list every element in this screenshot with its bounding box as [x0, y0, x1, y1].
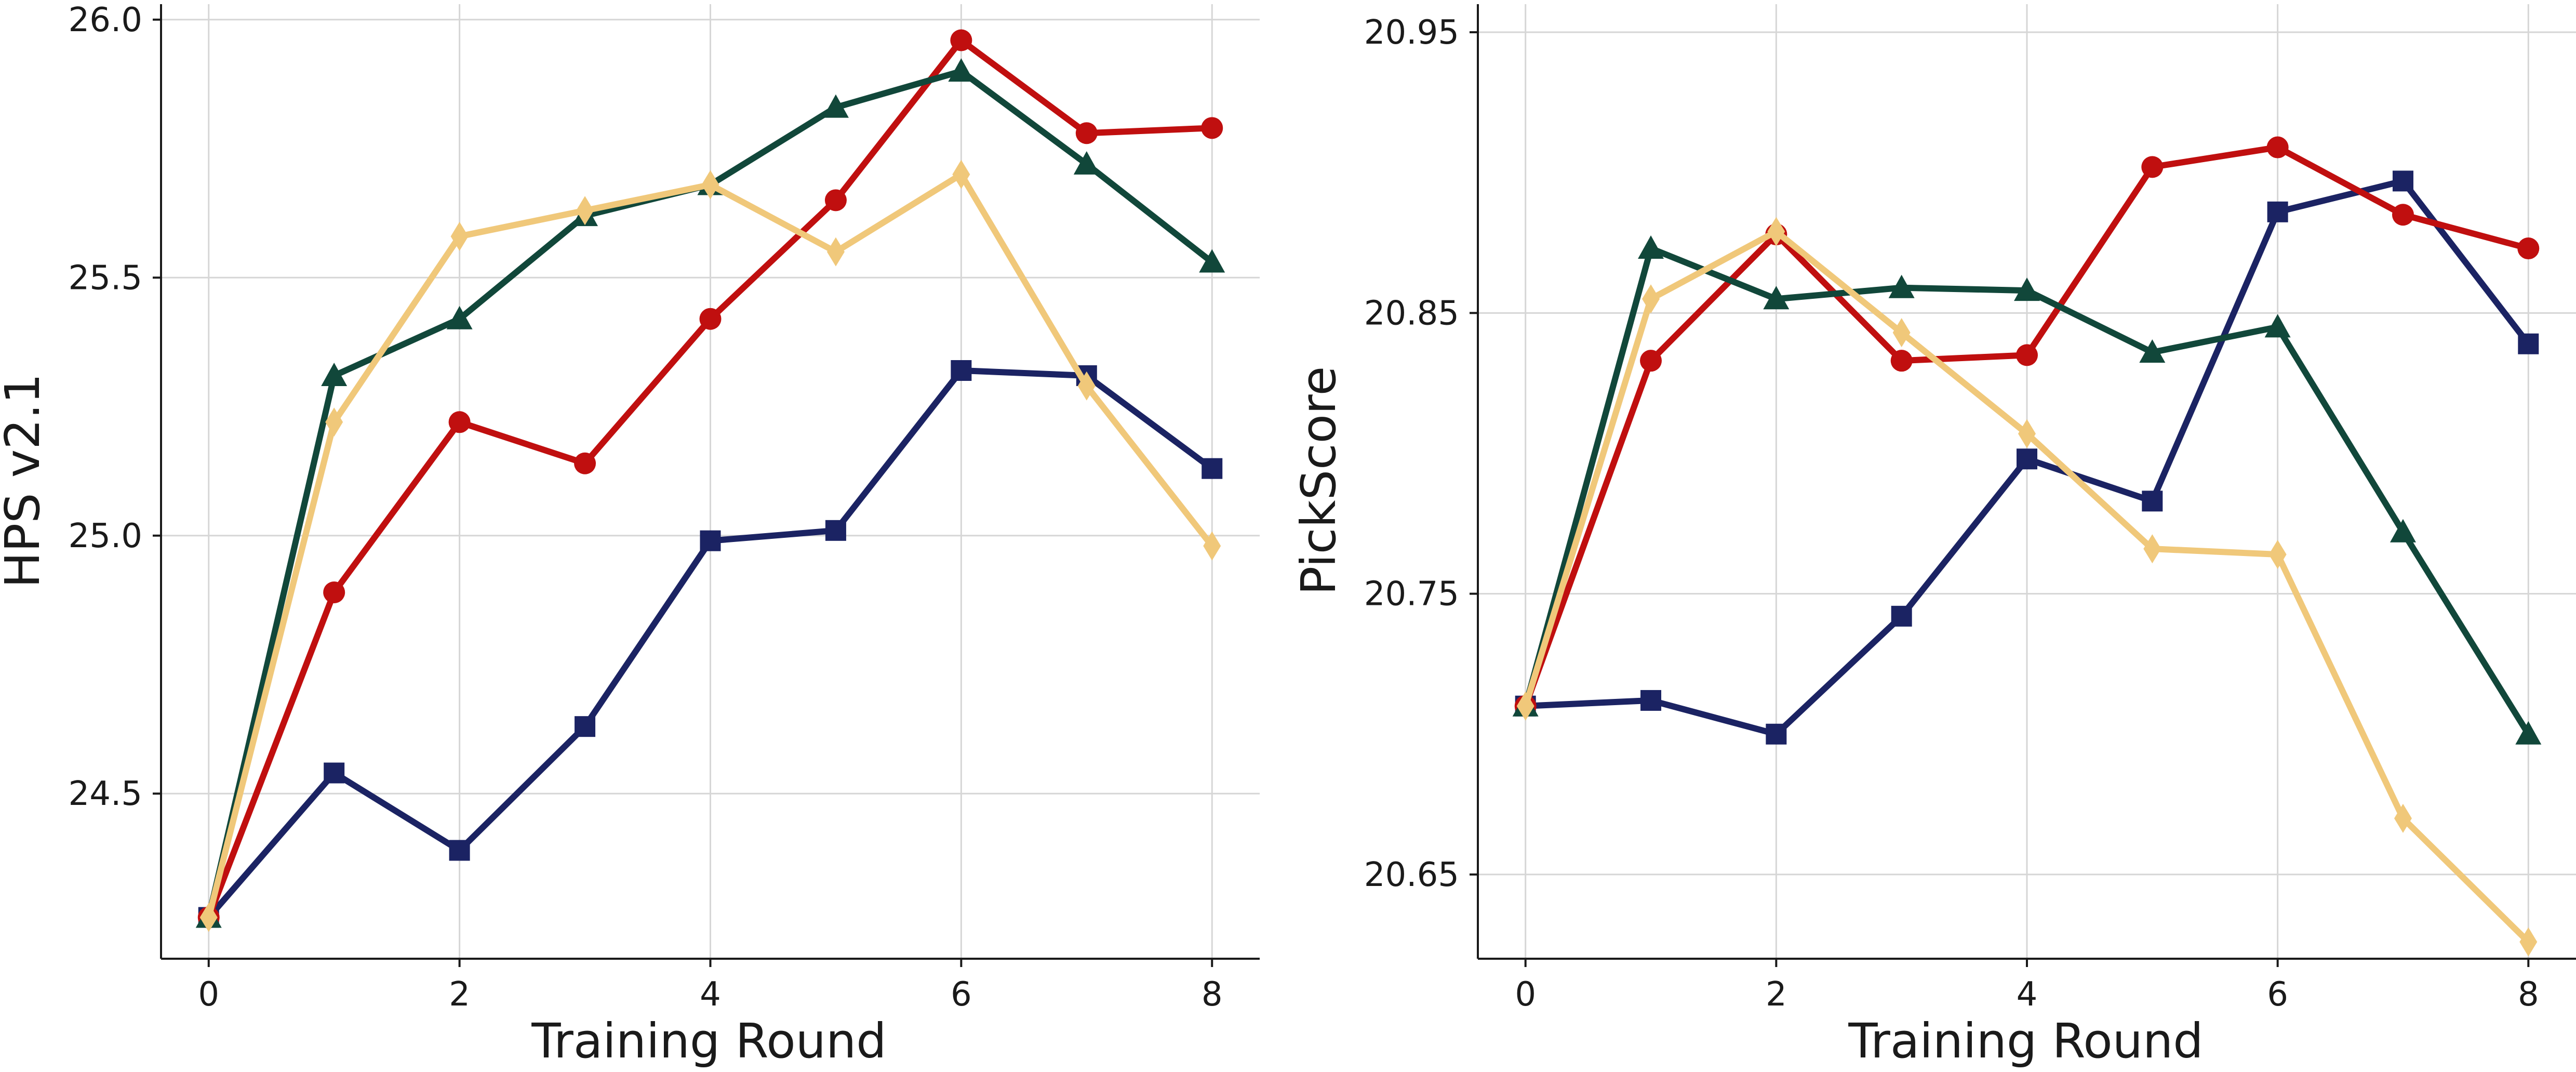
left-point-red-circle — [1075, 122, 1098, 144]
left-point-red-circle — [824, 189, 847, 211]
left-point-gold-diamond — [701, 170, 719, 200]
right-point-gold-diamond — [2018, 419, 2036, 448]
right-x-tick-label: 6 — [2267, 975, 2288, 1014]
right-point-red-circle — [2141, 156, 2164, 178]
left-point-navy-square — [449, 840, 470, 861]
right-y-tick-label: 20.65 — [1364, 856, 1459, 894]
right-point-navy-square — [2017, 448, 2037, 470]
left-point-green-triangle — [1199, 249, 1225, 273]
left-y-tick-label: 26.0 — [69, 1, 143, 39]
right-point-red-circle — [2266, 136, 2289, 158]
right-point-gold-diamond — [1516, 691, 1534, 721]
left-point-green-triangle — [822, 94, 849, 118]
right-point-gold-diamond — [1892, 318, 1911, 348]
left-x-tick-label: 6 — [951, 975, 972, 1014]
left-point-gold-diamond — [952, 160, 970, 189]
left-y-tick-label: 25.0 — [69, 517, 143, 555]
right-point-green-triangle — [2264, 314, 2291, 338]
right-point-red-circle — [1890, 350, 1913, 372]
right-x-tick-label: 8 — [2518, 975, 2539, 1014]
left-point-gold-diamond — [1077, 371, 1096, 401]
left-x-tick-label: 2 — [449, 975, 470, 1014]
right-point-gold-diamond — [1642, 284, 1660, 314]
left-ticks: 0 2 4 6 8 24.5 25.0 25.5 26.0 — [69, 1, 1223, 1014]
left-point-green-triangle — [446, 306, 473, 329]
left-point-red-circle — [448, 411, 471, 433]
left-point-gold-diamond — [199, 903, 218, 932]
right-point-gold-diamond — [2268, 539, 2287, 569]
left-point-navy-square — [951, 360, 972, 381]
left-point-green-triangle — [1073, 151, 1100, 175]
right-chart: 0 2 4 6 8 20.65 20.75 20.85 20.95 Training Round… — [1291, 4, 2576, 1069]
left-x-axis-title: Training Round — [531, 1013, 886, 1069]
right-point-red-circle — [2517, 237, 2540, 260]
left-x-tick-label: 0 — [198, 975, 219, 1014]
right-point-navy-square — [2392, 170, 2413, 192]
left-point-red-circle — [950, 29, 972, 51]
left-chart: 0 2 4 6 8 24.5 25.0 25.5 26.0 Training Round HPS… — [0, 1, 1260, 1069]
left-point-gold-diamond — [325, 407, 343, 437]
left-y-tick-label: 25.5 — [69, 259, 143, 297]
right-x-tick-label: 2 — [1766, 975, 1787, 1014]
right-x-tick-label: 4 — [2017, 975, 2038, 1014]
right-point-gold-diamond — [1767, 217, 1785, 246]
left-y-tick-label: 24.5 — [69, 775, 143, 813]
right-point-navy-square — [1891, 605, 1912, 627]
left-point-red-circle — [1201, 117, 1223, 139]
right-y-tick-label: 20.95 — [1364, 14, 1459, 52]
left-point-navy-square — [324, 762, 345, 784]
right-series — [1512, 136, 2542, 957]
left-point-green-triangle — [948, 58, 975, 82]
right-point-green-triangle — [2014, 277, 2040, 301]
right-point-navy-square — [2267, 201, 2288, 222]
left-point-red-circle — [699, 308, 722, 330]
left-point-red-circle — [574, 452, 596, 474]
right-point-navy-square — [2518, 333, 2539, 354]
left-series — [195, 29, 1225, 932]
right-point-navy-square — [1640, 690, 1662, 711]
right-point-gold-diamond — [2394, 803, 2412, 833]
right-point-red-circle — [2392, 204, 2414, 226]
right-ticks: 0 2 4 6 8 20.65 20.75 20.85 20.95 — [1364, 14, 2539, 1014]
left-point-navy-square — [825, 520, 846, 541]
right-point-gold-diamond — [2143, 534, 2161, 564]
right-point-gold-diamond — [2519, 927, 2538, 957]
left-y-axis-title: HPS v2.1 — [0, 373, 50, 588]
right-point-green-triangle — [1763, 286, 1790, 310]
left-point-navy-square — [700, 530, 721, 551]
right-point-red-circle — [2016, 344, 2038, 366]
right-point-navy-square — [2142, 491, 2163, 512]
left-x-tick-label: 8 — [1202, 975, 1223, 1014]
left-point-red-circle — [323, 581, 345, 603]
left-point-gold-diamond — [576, 196, 594, 226]
left-point-green-triangle — [321, 362, 348, 386]
right-x-axis-title: Training Round — [1848, 1013, 2203, 1069]
left-point-gold-diamond — [826, 237, 845, 267]
right-point-green-triangle — [2139, 339, 2166, 363]
right-point-green-triangle — [2515, 721, 2542, 745]
right-x-tick-label: 0 — [1515, 975, 1536, 1014]
left-x-tick-label: 4 — [700, 975, 721, 1014]
right-point-green-triangle — [1888, 274, 1915, 298]
right-grid — [1478, 4, 2576, 959]
right-point-navy-square — [1766, 723, 1787, 745]
left-point-gold-diamond — [450, 221, 469, 251]
right-point-green-triangle — [1638, 235, 1664, 259]
right-point-red-circle — [1640, 350, 1662, 372]
right-y-tick-label: 20.75 — [1364, 575, 1459, 614]
left-point-gold-diamond — [1203, 531, 1221, 561]
right-y-axis-title: PickScore — [1291, 366, 1346, 595]
left-point-navy-square — [1202, 458, 1223, 479]
right-y-tick-label: 20.85 — [1364, 294, 1459, 333]
left-point-navy-square — [575, 716, 596, 737]
right-point-green-triangle — [2390, 519, 2416, 542]
